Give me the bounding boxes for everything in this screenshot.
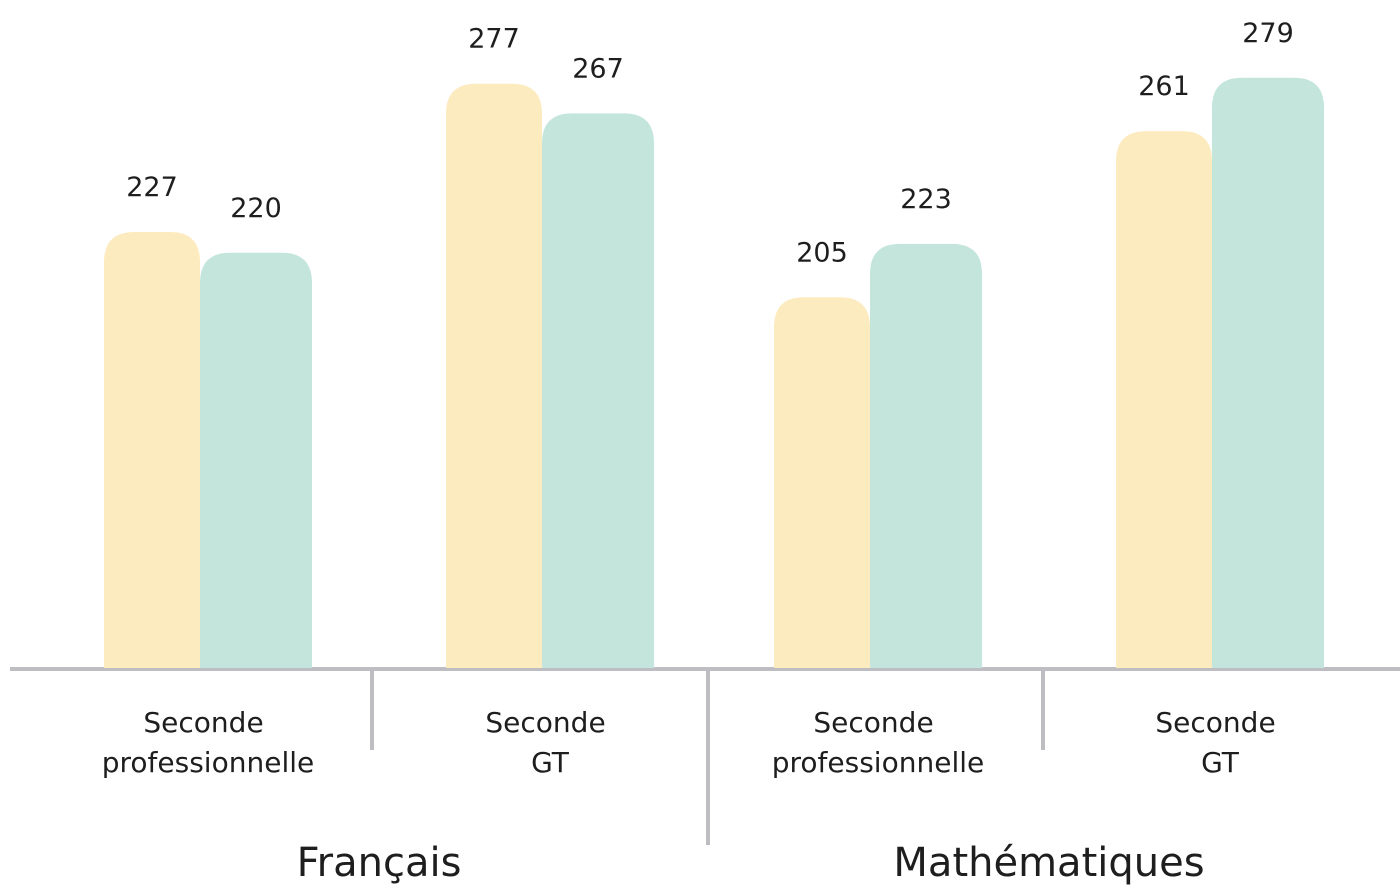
value-label: 220 xyxy=(230,193,282,224)
group-label: Français xyxy=(297,840,462,886)
bar xyxy=(446,83,542,669)
value-label: 223 xyxy=(900,184,952,215)
bar xyxy=(870,243,982,668)
value-label: 261 xyxy=(1138,71,1190,102)
value-label: 227 xyxy=(126,172,178,203)
value-label: 277 xyxy=(468,24,520,55)
value-label: 267 xyxy=(572,53,624,84)
x-tick-label: Seconde GT xyxy=(485,706,614,779)
value-label: 205 xyxy=(796,237,848,268)
x-tick-label: Seconde GT xyxy=(1155,706,1284,779)
value-label: 279 xyxy=(1242,18,1294,49)
bar xyxy=(542,113,654,668)
bar xyxy=(200,252,312,668)
x-tick-label: Seconde professionnelle xyxy=(102,706,314,779)
bar xyxy=(774,297,870,668)
group-label: Mathématiques xyxy=(893,840,1204,886)
x-tick-label: Seconde professionnelle xyxy=(772,706,984,779)
bar xyxy=(1116,131,1212,668)
bar xyxy=(104,232,200,668)
bar xyxy=(1212,77,1324,669)
